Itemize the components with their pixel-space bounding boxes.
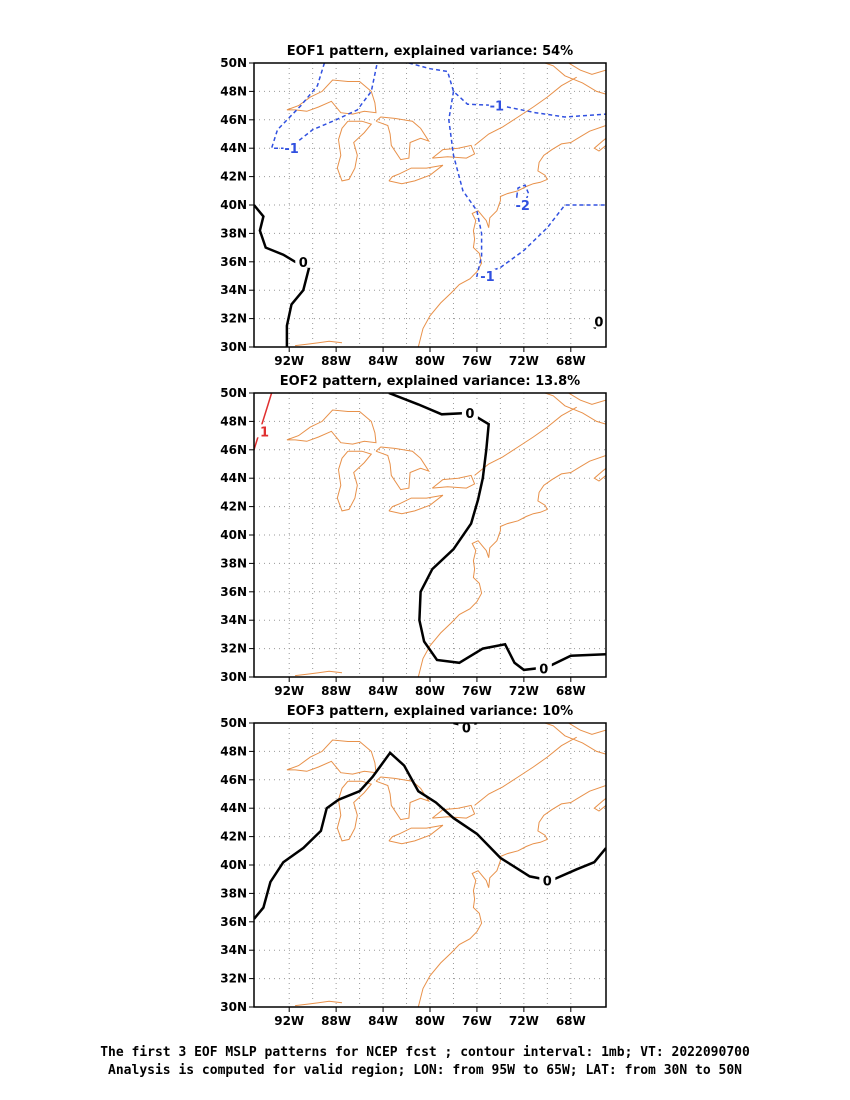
lon-tick-label: 76W xyxy=(462,1014,492,1028)
contour-label: -1 xyxy=(284,142,298,157)
lat-tick-label: 36N xyxy=(220,585,247,599)
lat-tick-label: 50N xyxy=(220,716,247,730)
grid-lines xyxy=(254,723,606,1007)
lat-tick-label: 44N xyxy=(220,801,247,815)
lat-tick-label: 32N xyxy=(220,972,247,986)
contour-label: 0 xyxy=(594,315,603,330)
contour-label: -2 xyxy=(515,199,529,214)
lat-tick-label: 42N xyxy=(220,830,247,844)
lon-tick-label: 88W xyxy=(321,1014,351,1028)
lat-tick-label: 46N xyxy=(220,773,247,787)
lat-tick-label: 40N xyxy=(220,858,247,872)
lat-tick-label: 36N xyxy=(220,255,247,269)
contour-line xyxy=(254,750,606,920)
lon-tick-label: 84W xyxy=(368,1014,398,1028)
lon-tick-label: 68W xyxy=(556,1014,586,1028)
lat-tick-label: 46N xyxy=(220,443,247,457)
contour-label: 1 xyxy=(260,425,269,440)
coastlines xyxy=(286,393,606,677)
map-panel-3: EOF3 pattern, explained variance: 10% 0 0 5… xyxy=(220,704,607,1028)
lon-tick-label: 92W xyxy=(274,1014,304,1028)
lon-tick-label: 84W xyxy=(368,684,398,698)
lat-tick-label: 48N xyxy=(220,744,247,758)
lat-tick-label: 30N xyxy=(220,670,247,684)
lat-tick-label: 36N xyxy=(220,915,247,929)
lon-tick-label: 68W xyxy=(556,354,586,368)
lon-tick-label: 84W xyxy=(368,354,398,368)
lat-tick-label: 50N xyxy=(220,56,247,70)
lon-tick-label: 68W xyxy=(556,684,586,698)
lat-tick-label: 46N xyxy=(220,113,247,127)
lat-tick-label: 34N xyxy=(220,283,247,297)
contour-line xyxy=(388,393,606,672)
lat-tick-label: 44N xyxy=(220,141,247,155)
lat-tick-label: 50N xyxy=(220,386,247,400)
contour-label: -1 xyxy=(490,100,504,115)
contour-line xyxy=(254,204,311,347)
lat-tick-label: 34N xyxy=(220,613,247,627)
panel-title: EOF2 pattern, explained variance: 13.8% xyxy=(280,374,580,389)
contour-label: 0 xyxy=(299,256,308,271)
contour-label: 0 xyxy=(539,662,548,677)
contour-line xyxy=(516,184,530,207)
lon-tick-label: 88W xyxy=(321,354,351,368)
lon-tick-label: 72W xyxy=(509,354,539,368)
lon-tick-label: 92W xyxy=(274,354,304,368)
map-panel-1: EOF1 pattern, explained variance: 54% -1 -… xyxy=(220,44,607,368)
grid-lines xyxy=(254,63,606,347)
contour-line xyxy=(408,63,606,118)
lat-tick-label: 48N xyxy=(220,84,247,98)
contour-label: 0 xyxy=(462,721,471,736)
lon-tick-label: 80W xyxy=(415,354,445,368)
grid-lines xyxy=(254,393,606,677)
lat-tick-label: 38N xyxy=(220,226,247,240)
lat-tick-label: 38N xyxy=(220,556,247,570)
contour-line xyxy=(254,393,273,451)
lon-tick-label: 92W xyxy=(274,684,304,698)
lat-tick-label: 30N xyxy=(220,1000,247,1014)
lat-tick-label: 32N xyxy=(220,312,247,326)
lat-tick-label: 42N xyxy=(220,170,247,184)
lat-tick-label: 42N xyxy=(220,500,247,514)
contours xyxy=(254,393,606,672)
contour-label: 0 xyxy=(465,407,474,422)
lon-tick-label: 72W xyxy=(509,684,539,698)
lat-tick-label: 32N xyxy=(220,642,247,656)
lon-tick-label: 76W xyxy=(462,684,492,698)
lat-tick-label: 40N xyxy=(220,198,247,212)
lon-tick-label: 80W xyxy=(415,684,445,698)
coastlines xyxy=(286,723,606,1007)
lat-tick-label: 44N xyxy=(220,471,247,485)
lon-tick-label: 76W xyxy=(462,354,492,368)
lon-tick-label: 88W xyxy=(321,684,351,698)
lat-tick-label: 40N xyxy=(220,528,247,542)
lat-tick-label: 38N xyxy=(220,886,247,900)
caption-line-1: The first 3 EOF MSLP patterns for NCEP f… xyxy=(100,1045,750,1060)
map-panel-2: EOF2 pattern, explained variance: 13.8% 1… xyxy=(220,374,607,698)
lat-tick-label: 34N xyxy=(220,943,247,957)
contour-label: -1 xyxy=(480,270,494,285)
lat-tick-label: 48N xyxy=(220,414,247,428)
coastlines xyxy=(286,63,606,347)
panel-title: EOF3 pattern, explained variance: 10% xyxy=(287,704,573,719)
lon-tick-label: 80W xyxy=(415,1014,445,1028)
contour-line xyxy=(448,91,606,278)
caption-line-2: Analysis is computed for valid region; L… xyxy=(108,1063,742,1078)
panel-title: EOF1 pattern, explained variance: 54% xyxy=(287,44,573,59)
lat-tick-label: 30N xyxy=(220,340,247,354)
contour-label: 0 xyxy=(543,875,552,890)
lon-tick-label: 72W xyxy=(509,1014,539,1028)
